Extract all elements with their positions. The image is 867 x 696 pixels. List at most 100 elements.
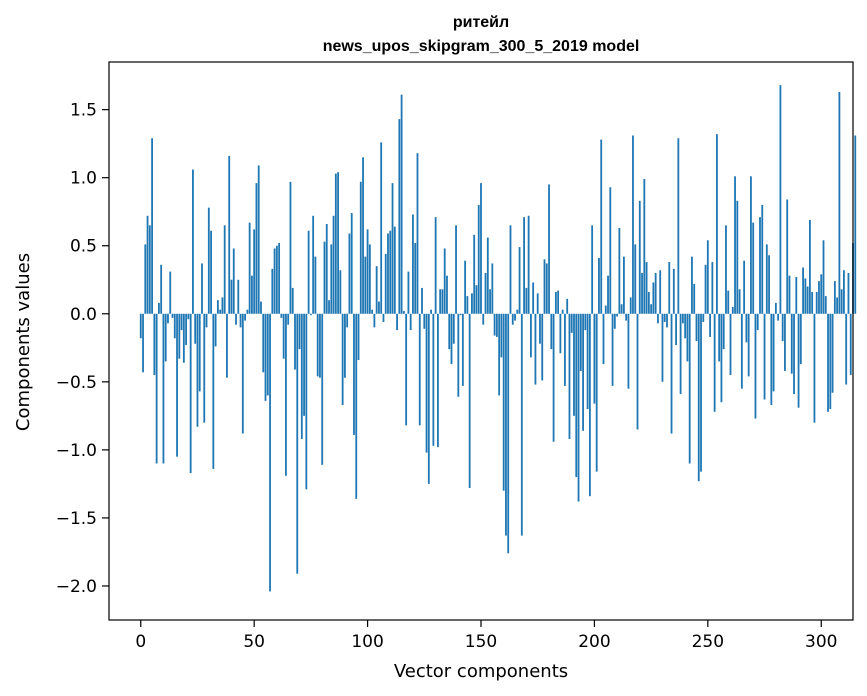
bar-52 bbox=[257, 165, 260, 314]
bar-37 bbox=[223, 225, 226, 314]
bar-88 bbox=[339, 270, 342, 314]
bar-146 bbox=[471, 293, 473, 314]
x-tick-label: 150 bbox=[465, 632, 497, 652]
bar-84 bbox=[330, 244, 333, 314]
bar-93 bbox=[350, 213, 353, 314]
bar-46 bbox=[244, 313, 246, 321]
bar-32 bbox=[212, 313, 215, 469]
bar-71 bbox=[300, 313, 303, 439]
bar-207 bbox=[609, 187, 612, 314]
bar-95 bbox=[355, 313, 358, 499]
x-axis-ticks: 0 50 100 150 200 250 300 bbox=[135, 620, 837, 652]
bar-262 bbox=[734, 176, 736, 314]
bar-69 bbox=[296, 313, 299, 574]
bar-91 bbox=[346, 313, 349, 328]
bar-208 bbox=[611, 313, 614, 386]
bar-216 bbox=[629, 297, 632, 314]
bar-300 bbox=[820, 274, 823, 314]
bar-261 bbox=[731, 306, 734, 314]
bar-110 bbox=[389, 230, 392, 314]
bar-10 bbox=[162, 313, 165, 464]
bar-246 bbox=[697, 313, 700, 482]
bar-202 bbox=[598, 257, 600, 314]
bar-273 bbox=[759, 217, 761, 314]
bar-210 bbox=[616, 313, 618, 317]
x-tick-label: 300 bbox=[805, 632, 837, 652]
bar-304 bbox=[829, 313, 832, 410]
bar-260 bbox=[729, 313, 732, 376]
bar-19 bbox=[182, 313, 185, 363]
bar-180 bbox=[548, 184, 550, 314]
bar-167 bbox=[518, 247, 521, 314]
bar-223 bbox=[645, 262, 648, 314]
bar-291 bbox=[799, 313, 802, 365]
bar-61 bbox=[278, 243, 281, 314]
bar-119 bbox=[409, 313, 412, 331]
bar-27 bbox=[201, 263, 203, 314]
bar-259 bbox=[727, 290, 730, 314]
bar-124 bbox=[421, 287, 423, 314]
bar-48 bbox=[248, 222, 251, 314]
bar-289 bbox=[795, 277, 798, 314]
bar-130 bbox=[434, 217, 437, 314]
bar-122 bbox=[416, 153, 419, 314]
bar-295 bbox=[809, 219, 811, 314]
bar-263 bbox=[736, 200, 739, 314]
bar-169 bbox=[523, 217, 525, 314]
bar-293 bbox=[804, 278, 807, 314]
bar-34 bbox=[216, 300, 219, 314]
bar-309 bbox=[840, 289, 843, 314]
bar-139 bbox=[455, 225, 457, 314]
bar-100 bbox=[366, 229, 369, 314]
bar-57 bbox=[269, 313, 271, 592]
bar-277 bbox=[768, 255, 770, 314]
bar-55 bbox=[264, 313, 267, 401]
bar-20 bbox=[185, 313, 188, 346]
bar-286 bbox=[788, 275, 791, 314]
bar-239 bbox=[681, 313, 684, 324]
bar-143 bbox=[464, 260, 467, 314]
bar-99 bbox=[364, 256, 367, 314]
bar-97 bbox=[359, 181, 362, 314]
bar-177 bbox=[541, 313, 544, 381]
bar-67 bbox=[291, 287, 294, 314]
bar-270 bbox=[752, 222, 755, 314]
bar-243 bbox=[691, 256, 693, 314]
bar-161 bbox=[505, 313, 507, 536]
bar-228 bbox=[657, 313, 659, 324]
bar-240 bbox=[684, 313, 687, 339]
bar-159 bbox=[500, 313, 503, 358]
bar-271 bbox=[754, 313, 757, 419]
bar-187 bbox=[564, 313, 566, 386]
bar-70 bbox=[298, 313, 301, 350]
bar-292 bbox=[802, 267, 804, 314]
bar-38 bbox=[226, 313, 228, 378]
bar-83 bbox=[328, 300, 330, 314]
bar-129 bbox=[432, 313, 435, 446]
bar-218 bbox=[634, 244, 637, 314]
bar-50 bbox=[253, 229, 256, 314]
bar-156 bbox=[493, 313, 496, 336]
bar-4 bbox=[148, 225, 151, 314]
bar-220 bbox=[638, 200, 641, 314]
bar-132 bbox=[439, 289, 442, 314]
bar-76 bbox=[312, 215, 315, 314]
bar-206 bbox=[607, 275, 609, 314]
bar-73 bbox=[305, 313, 308, 490]
bar-233 bbox=[668, 262, 671, 314]
bar-275 bbox=[763, 313, 766, 400]
bar-256 bbox=[720, 313, 723, 403]
bar-279 bbox=[772, 313, 775, 392]
bar-191 bbox=[573, 313, 575, 416]
bar-136 bbox=[448, 313, 451, 350]
bar-82 bbox=[325, 223, 328, 314]
bar-6 bbox=[153, 313, 156, 376]
bar-182 bbox=[552, 313, 555, 442]
bar-18 bbox=[180, 313, 183, 331]
bar-144 bbox=[466, 296, 469, 314]
bar-2 bbox=[144, 244, 147, 314]
bar-148 bbox=[475, 285, 478, 314]
bar-188 bbox=[566, 298, 569, 314]
bar-92 bbox=[348, 233, 351, 314]
bar-115 bbox=[400, 94, 403, 314]
